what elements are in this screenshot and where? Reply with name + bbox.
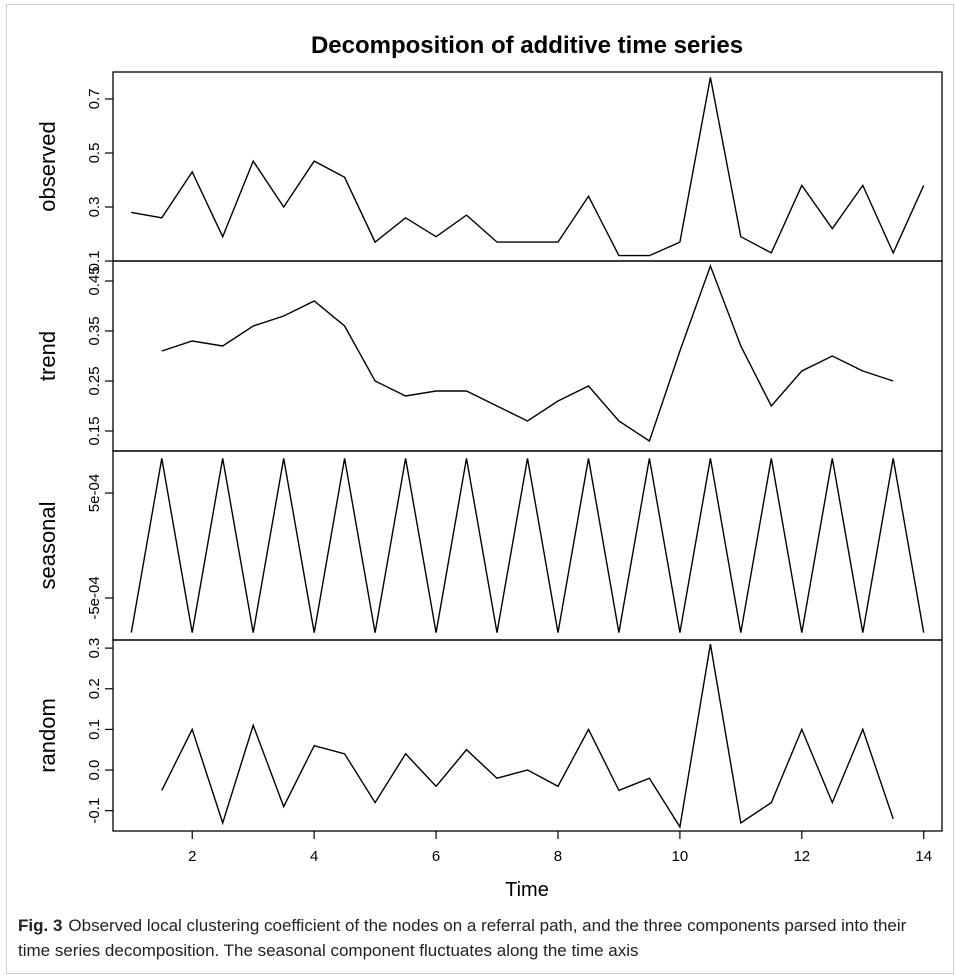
x-tick-label: 2 bbox=[188, 848, 196, 865]
y-tick-label-seasonal: -5e-04 bbox=[86, 576, 103, 619]
decomposition-chart: Decomposition of additive time series 0.… bbox=[35, 32, 943, 901]
y-tick-label-random: 0.3 bbox=[86, 638, 103, 659]
panel-trend: 0.15 0.25 0.35 0.45 trend bbox=[35, 260, 943, 452]
y-tick-label-random: 0.1 bbox=[86, 719, 103, 740]
x-tick-label: 14 bbox=[915, 848, 932, 865]
y-tick-label-observed: 0.7 bbox=[86, 89, 103, 110]
series-line-observed bbox=[131, 77, 925, 257]
y-tick-label-trend: 0.35 bbox=[86, 316, 103, 345]
figure-caption: Fig. 3 Observed local clustering coeffici… bbox=[18, 913, 943, 963]
series-line-seasonal bbox=[130, 458, 925, 633]
x-tick-label: 4 bbox=[310, 848, 318, 865]
x-tick-label: 6 bbox=[432, 848, 440, 865]
y-tick-label-observed: 0.3 bbox=[86, 197, 103, 218]
panel-observed: 0.1 0.3 0.5 0.7 observed bbox=[35, 71, 943, 272]
x-axis-label: Time bbox=[505, 879, 549, 901]
chart-title: Decomposition of additive time series bbox=[311, 32, 743, 59]
y-tick-label-random: 0.2 bbox=[86, 678, 103, 699]
y-tick-label-seasonal: 5e-04 bbox=[86, 474, 103, 512]
panel-random: -0.1 0.0 0.1 0.2 0.3 random bbox=[35, 638, 943, 832]
y-tick-label-trend: 0.25 bbox=[86, 366, 103, 395]
x-tick-label: 8 bbox=[554, 848, 562, 865]
x-tick-label: 12 bbox=[793, 848, 810, 865]
panel-frame-random bbox=[112, 639, 943, 832]
y-axis-label-observed: observed bbox=[35, 121, 60, 212]
y-tick-label-random: 0.0 bbox=[86, 760, 103, 781]
y-axis-label-trend: trend bbox=[35, 331, 60, 381]
series-line-trend bbox=[161, 263, 894, 443]
y-tick-label-observed: 0.1 bbox=[86, 251, 103, 272]
panel-frame-trend bbox=[112, 260, 943, 452]
y-axis-label-random: random bbox=[35, 698, 60, 773]
caption-label: Fig. 3 bbox=[18, 916, 63, 935]
x-tick-label: 10 bbox=[672, 848, 689, 865]
series-line-random bbox=[161, 643, 894, 829]
figure-frame bbox=[6, 4, 954, 974]
panel-frame-observed bbox=[112, 71, 943, 262]
panel-seasonal: -5e-04 5e-04 seasonal bbox=[35, 450, 943, 641]
y-axis-label-seasonal: seasonal bbox=[35, 501, 60, 589]
y-tick-label-random: -0.1 bbox=[86, 798, 103, 824]
y-tick-label-observed: 0.5 bbox=[86, 143, 103, 164]
y-tick-label-trend: 0.15 bbox=[86, 416, 103, 445]
y-tick-label-trend: 0.45 bbox=[86, 266, 103, 295]
caption-text: Observed local clustering coefficient of… bbox=[18, 916, 907, 960]
